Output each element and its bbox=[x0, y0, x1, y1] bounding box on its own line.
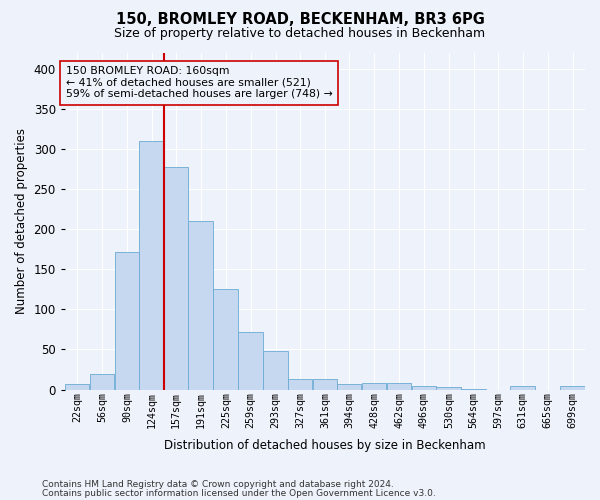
Bar bbox=[214, 290, 238, 390]
Text: 150 BROMLEY ROAD: 160sqm
← 41% of detached houses are smaller (521)
59% of semi-: 150 BROMLEY ROAD: 160sqm ← 41% of detach… bbox=[65, 66, 332, 100]
Text: 150, BROMLEY ROAD, BECKENHAM, BR3 6PG: 150, BROMLEY ROAD, BECKENHAM, BR3 6PG bbox=[116, 12, 484, 28]
Bar bbox=[139, 141, 164, 390]
Bar bbox=[511, 386, 535, 390]
Bar bbox=[362, 383, 386, 390]
Bar bbox=[188, 221, 213, 390]
Bar bbox=[436, 387, 461, 390]
Bar bbox=[461, 389, 486, 390]
Bar bbox=[238, 332, 263, 390]
Bar bbox=[313, 379, 337, 390]
Text: Contains public sector information licensed under the Open Government Licence v3: Contains public sector information licen… bbox=[42, 489, 436, 498]
Y-axis label: Number of detached properties: Number of detached properties bbox=[15, 128, 28, 314]
Bar bbox=[263, 351, 287, 390]
Bar bbox=[560, 386, 584, 390]
Bar bbox=[387, 383, 411, 390]
Text: Size of property relative to detached houses in Beckenham: Size of property relative to detached ho… bbox=[115, 28, 485, 40]
Bar bbox=[115, 252, 139, 390]
Bar bbox=[164, 168, 188, 390]
X-axis label: Distribution of detached houses by size in Beckenham: Distribution of detached houses by size … bbox=[164, 440, 486, 452]
Bar bbox=[288, 379, 313, 390]
Bar bbox=[412, 386, 436, 390]
Text: Contains HM Land Registry data © Crown copyright and database right 2024.: Contains HM Land Registry data © Crown c… bbox=[42, 480, 394, 489]
Bar bbox=[65, 384, 89, 390]
Bar bbox=[90, 374, 114, 390]
Bar bbox=[337, 384, 361, 390]
